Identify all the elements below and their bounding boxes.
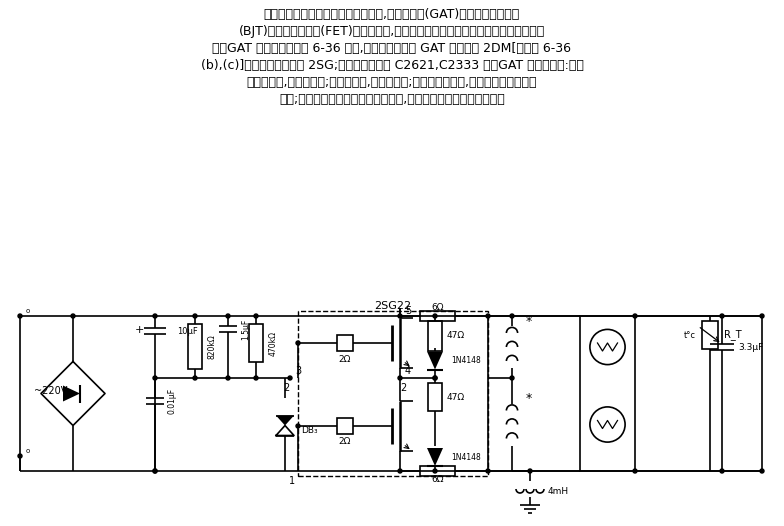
Polygon shape (427, 351, 443, 369)
Text: +: + (134, 325, 143, 335)
Polygon shape (276, 416, 294, 426)
Circle shape (226, 314, 230, 318)
Text: DB₃: DB₃ (301, 426, 318, 435)
Text: 3.3μF: 3.3μF (738, 342, 764, 351)
Circle shape (398, 314, 402, 318)
Text: 470kΩ: 470kΩ (269, 330, 278, 356)
Bar (249, 324, 263, 362)
Text: 47Ω: 47Ω (447, 392, 465, 401)
Text: 1N4148: 1N4148 (451, 452, 481, 461)
Text: (b),(c)]。国内主要系列是 2SG;国外类似型号有 C2621,C2333 等。GAT 主要特点是:具有: (b),(c)]。国内主要系列是 2SG;国外类似型号有 C2621,C2333… (201, 59, 583, 72)
Circle shape (296, 424, 300, 428)
Bar (420, 466, 455, 476)
Circle shape (433, 469, 437, 473)
Text: 2Ω: 2Ω (339, 438, 351, 447)
Circle shape (510, 314, 514, 318)
Text: 负温度系数,热稳定性好;开关速度快,动态损耗小;二次击穿耐压高,功率容量和安全工作: 负温度系数,热稳定性好;开关速度快,动态损耗小;二次击穿耐压高,功率容量和安全工… (247, 76, 537, 89)
Circle shape (296, 341, 300, 345)
Circle shape (193, 314, 197, 318)
Circle shape (193, 376, 197, 380)
Text: 1: 1 (289, 476, 295, 486)
Text: 2: 2 (400, 383, 406, 393)
Text: 4: 4 (405, 366, 411, 376)
Circle shape (71, 314, 75, 318)
Bar (298, 311, 488, 476)
Text: 2Ω: 2Ω (339, 355, 351, 363)
Text: *: * (526, 392, 532, 405)
Circle shape (486, 314, 490, 318)
Circle shape (760, 469, 764, 473)
Text: 10μF: 10μF (177, 327, 198, 336)
Circle shape (760, 314, 764, 318)
Text: R_T: R_T (724, 330, 742, 340)
Circle shape (398, 376, 402, 380)
Circle shape (720, 469, 724, 473)
Text: 1.5μF: 1.5μF (241, 318, 250, 340)
Circle shape (510, 376, 514, 380)
Text: ~220V: ~220V (34, 386, 67, 396)
Text: (BJT)和场效应晶体管(FET)的双重优点,特别适合于用做荧光灯电子镇流器中功率开关: (BJT)和场效应晶体管(FET)的双重优点,特别适合于用做荧光灯电子镇流器中功… (239, 25, 545, 38)
Text: 5: 5 (405, 306, 411, 316)
Bar (337, 418, 353, 434)
Text: o: o (26, 308, 30, 314)
Text: 6Ω: 6Ω (431, 304, 444, 312)
Text: t°c: t°c (684, 330, 696, 339)
Circle shape (633, 469, 637, 473)
Circle shape (153, 469, 157, 473)
Circle shape (153, 469, 157, 473)
Text: 1N4148: 1N4148 (451, 356, 481, 365)
Bar (428, 383, 442, 411)
Circle shape (153, 376, 157, 380)
Text: 4mH: 4mH (548, 487, 569, 495)
Bar (702, 321, 718, 349)
Circle shape (18, 314, 22, 318)
Text: 6Ω: 6Ω (431, 476, 444, 484)
Circle shape (433, 376, 437, 380)
Circle shape (528, 469, 532, 473)
Circle shape (254, 376, 258, 380)
Text: 820kΩ: 820kΩ (208, 334, 217, 359)
Text: 0.01μF: 0.01μF (168, 388, 177, 414)
Polygon shape (63, 386, 80, 401)
Bar (188, 324, 202, 369)
Bar (420, 311, 455, 321)
Text: 47Ω: 47Ω (447, 331, 465, 340)
Circle shape (486, 469, 490, 473)
Text: o: o (26, 448, 30, 454)
Circle shape (288, 376, 292, 380)
Circle shape (226, 376, 230, 380)
Bar (580, 316, 635, 471)
Polygon shape (427, 448, 443, 466)
Circle shape (633, 314, 637, 318)
Text: 3: 3 (295, 366, 301, 376)
Text: 2: 2 (284, 383, 290, 393)
Text: *: * (526, 315, 532, 328)
Circle shape (720, 314, 724, 318)
Text: 区大;抗冲击能力和抗高频辐射能力强,保证了线路工作频率的稳定。: 区大;抗冲击能力和抗高频辐射能力强,保证了线路工作频率的稳定。 (279, 93, 505, 106)
Text: 管。GAT 的等效电路如图 6-36 所示,有的厂家将两个 GAT 组成模块 2DM[参见图 6-36: 管。GAT 的等效电路如图 6-36 所示,有的厂家将两个 GAT 组成模块 2… (212, 42, 572, 55)
Circle shape (254, 314, 258, 318)
Bar (428, 321, 442, 351)
Bar (337, 335, 353, 351)
Circle shape (18, 454, 22, 458)
Text: 电子镇流器中采用联栅晶体管的电路,联栅晶体管(GAT)兼有双极型晶体管: 电子镇流器中采用联栅晶体管的电路,联栅晶体管(GAT)兼有双极型晶体管 (264, 8, 520, 21)
Circle shape (153, 314, 157, 318)
Circle shape (433, 314, 437, 318)
Text: 2SG22: 2SG22 (375, 301, 412, 311)
Circle shape (398, 469, 402, 473)
Circle shape (433, 376, 437, 380)
